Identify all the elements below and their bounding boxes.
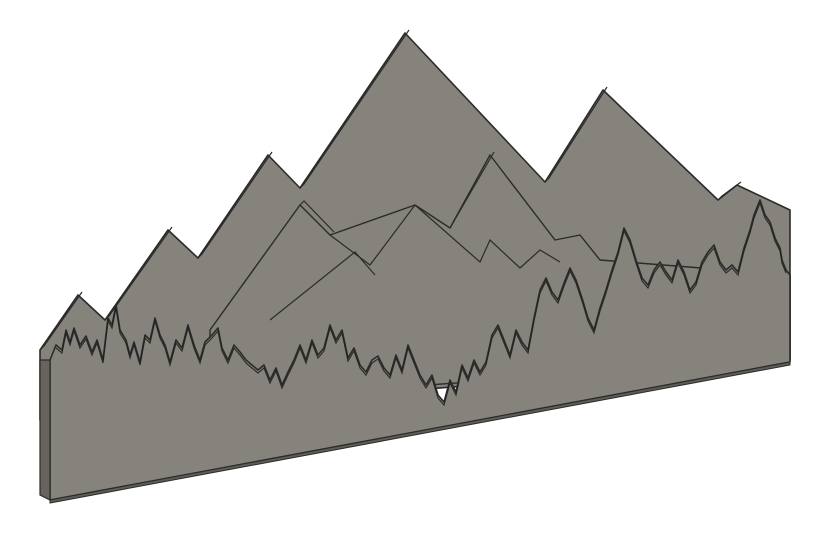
- back-range-edge-2: [104, 226, 173, 321]
- back-range-edge-6: [717, 181, 742, 201]
- front-forest-panel: [49, 199, 791, 501]
- middle-range-edge-2: [329, 204, 416, 266]
- back-range-edge-5: [544, 86, 608, 183]
- back-range-edge-1: [39, 291, 83, 351]
- front-panel-left-thickness: [39, 359, 51, 501]
- middle-range-edge-5: [269, 251, 376, 321]
- middle-range-edge-4: [414, 204, 561, 269]
- back-range-edge-3: [197, 151, 273, 259]
- middle-range-edge-3: [449, 151, 495, 229]
- forest-edge-shadow: [55, 201, 787, 407]
- middle-range-edge-1: [299, 200, 335, 233]
- front-panel-bottom-thickness: [49, 361, 791, 504]
- front-forest-layer: [39, 199, 791, 504]
- back-range-edge-4: [299, 29, 410, 189]
